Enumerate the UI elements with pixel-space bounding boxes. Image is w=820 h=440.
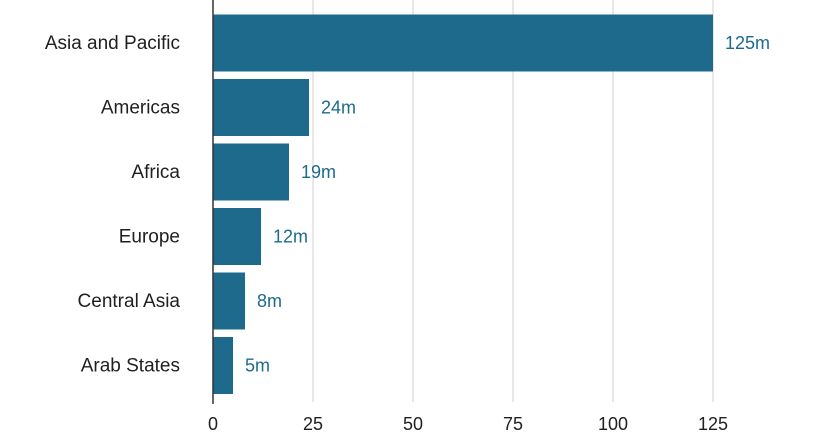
bar [213, 337, 233, 394]
x-tick-label: 25 [303, 414, 323, 434]
x-tick-label: 125 [698, 414, 728, 434]
data-label: 125m [725, 33, 770, 53]
data-label: 24m [321, 98, 356, 118]
x-axis-ticks: 0 25 50 75 100 125 [208, 414, 728, 434]
category-labels: Asia and Pacific Americas Africa Europe Cent… [45, 33, 181, 377]
category-label: Arab States [81, 356, 180, 377]
data-label: 12m [273, 227, 308, 247]
category-label: Central Asia [78, 291, 181, 312]
data-label: 8m [257, 291, 282, 311]
category-label: Africa [131, 162, 180, 183]
data-label: 19m [301, 162, 336, 182]
bar [213, 208, 261, 265]
bar [213, 272, 245, 330]
x-tick-label: 100 [598, 414, 628, 434]
bar [213, 14, 713, 72]
x-tick-label: 0 [208, 414, 218, 434]
bar [213, 143, 289, 201]
x-tick-label: 75 [503, 414, 523, 434]
data-label: 5m [245, 356, 270, 376]
bars-group [213, 14, 713, 394]
value-labels: 125m 24m 19m 12m 8m 5m [245, 33, 770, 376]
category-label: Asia and Pacific [45, 33, 180, 54]
category-label: Europe [119, 227, 180, 248]
bar [213, 79, 309, 136]
x-tick-label: 50 [403, 414, 423, 434]
category-label: Americas [101, 98, 180, 119]
